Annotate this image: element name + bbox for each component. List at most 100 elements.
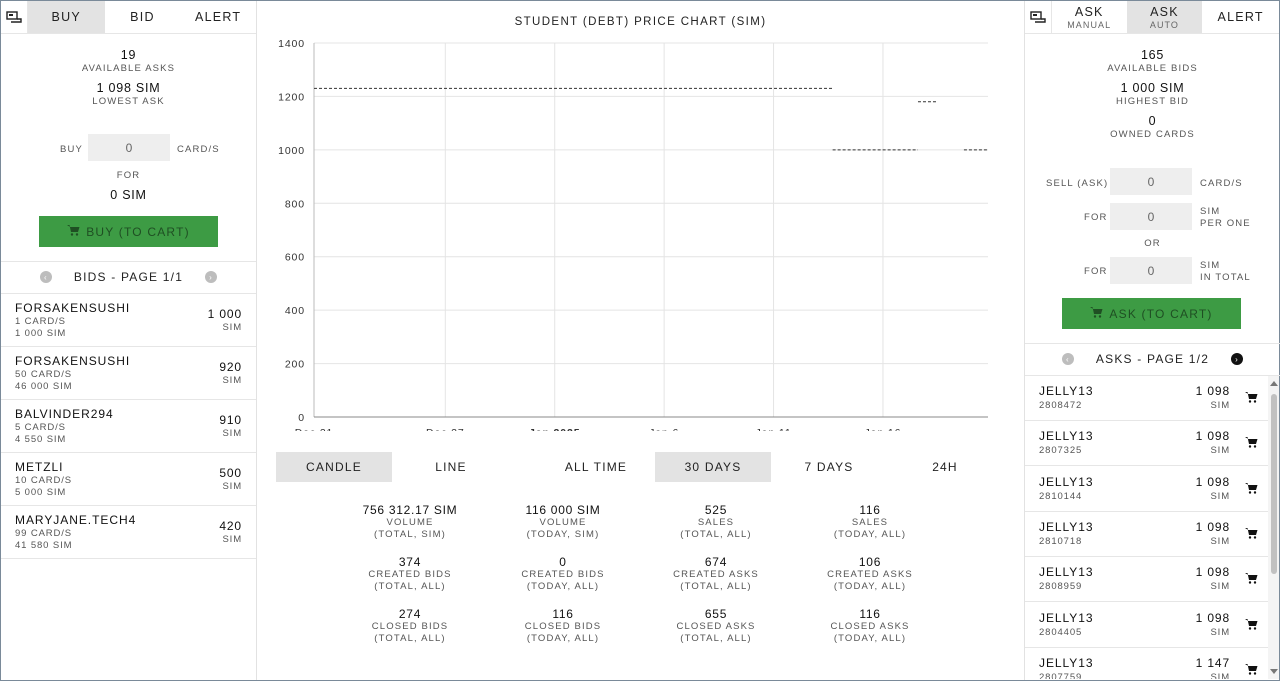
scroll-thumb[interactable] — [1271, 394, 1277, 574]
cart-icon[interactable] — [1245, 482, 1258, 497]
scroll-down-icon[interactable] — [1270, 669, 1278, 674]
lowest-ask: 1 098 SIM LOWEST ASK — [1, 81, 256, 107]
sell-quantity-input[interactable] — [1110, 168, 1192, 195]
y-tick-label: 1400 — [278, 38, 305, 50]
bid-row[interactable]: BALVINDER294 5 CARD/S 4 550 SIM 910 SIM — [1, 400, 256, 453]
bid-total: 46 000 SIM — [15, 381, 73, 392]
bid-cards: 1 CARD/S — [15, 316, 66, 327]
cart-icon[interactable] — [1245, 527, 1258, 542]
bid-cards: 50 CARD/S — [15, 369, 73, 380]
bid-row[interactable]: FORSAKENSUSHI 50 CARD/S 46 000 SIM 920 SIM — [1, 347, 256, 400]
owned-cards: 0 OWNED CARDS — [1025, 114, 1280, 140]
chevron-left-icon[interactable]: ‹ — [39, 271, 52, 283]
cart-icon[interactable] — [1245, 391, 1258, 406]
ask-to-cart-label: ASK (TO CART) — [1109, 306, 1213, 321]
buy-quantity-input[interactable] — [88, 134, 170, 161]
stat-label: CLOSED ASKS — [830, 621, 910, 632]
stat-item: 106 CREATED ASKS (TODAY, ALL) — [795, 555, 945, 593]
range-all-time[interactable]: ALL TIME — [564, 460, 628, 474]
tab-ask-manual[interactable]: ASK MANUAL — [1052, 1, 1127, 33]
ask-amount: 1 098 — [1195, 565, 1230, 580]
ask-currency: SIM — [1210, 445, 1230, 457]
chevron-right-icon[interactable]: › — [1231, 353, 1244, 365]
stat-value: 116 — [859, 503, 881, 517]
highest-bid: 1 000 SIM HIGHEST BID — [1025, 81, 1280, 107]
bid-total: 5 000 SIM — [15, 487, 67, 498]
ask-row[interactable]: JELLY13 2807325 1 098 SIM — [1025, 421, 1268, 467]
ask-card-id: 2804405 — [1039, 626, 1083, 638]
tab-ask-auto[interactable]: ASK AUTO — [1126, 1, 1203, 33]
ask-row[interactable]: JELLY13 2807759 1 147 SIM — [1025, 648, 1268, 679]
buy-to-cart-button[interactable]: BUY (TO CART) — [39, 216, 218, 247]
range-30-days[interactable]: 30 DAYS — [655, 452, 771, 482]
x-tick-label: Jan 2025 — [529, 427, 580, 431]
bid-cards: 10 CARD/S — [15, 475, 73, 486]
stat-scope: (TOTAL, ALL) — [680, 529, 752, 540]
ask-list-scrollbar[interactable] — [1268, 376, 1279, 679]
tab-alert[interactable]: ALERT — [194, 10, 242, 24]
stat-item: 116 CLOSED BIDS (TODAY, ALL) — [488, 607, 638, 645]
ask-row[interactable]: JELLY13 2810718 1 098 SIM — [1025, 512, 1268, 557]
ask-row[interactable]: JELLY13 2808959 1 098 SIM — [1025, 557, 1268, 603]
range-7-days[interactable]: 7 DAYS — [804, 460, 854, 474]
ask-amount: 1 098 — [1195, 429, 1230, 444]
bid-row[interactable]: METZLI 10 CARD/S 5 000 SIM 500 SIM — [1, 453, 256, 506]
candle-button[interactable]: CANDLE — [276, 452, 392, 482]
ask-row[interactable]: JELLY13 2810144 1 098 SIM — [1025, 467, 1268, 512]
tab-alert[interactable]: ALERT — [1217, 10, 1264, 24]
ask-user: JELLY13 — [1039, 429, 1094, 444]
cart-icon[interactable] — [1245, 572, 1258, 587]
price-per-one-input[interactable] — [1110, 203, 1192, 230]
bids-pager-label: BIDS - PAGE 1/1 — [73, 270, 184, 284]
chevron-right-icon[interactable]: › — [205, 271, 218, 283]
ask-row[interactable]: JELLY13 2808472 1 098 SIM — [1025, 376, 1268, 421]
stat-label: CREATED ASKS — [673, 569, 759, 580]
owned-cards-label: OWNED CARDS — [1110, 129, 1195, 140]
ask-card-id: 2807325 — [1039, 445, 1083, 457]
tab-ask-manual-sub: MANUAL — [1067, 19, 1112, 30]
price-total-input[interactable] — [1110, 257, 1192, 284]
bid-row[interactable]: FORSAKENSUSHI 1 CARD/S 1 000 SIM 1 000 SIM — [1, 294, 256, 347]
bid-row[interactable]: MARYJANE.TECH4 99 CARD/S 41 580 SIM 420 SIM — [1, 506, 256, 559]
cards-label: CARD/S — [1200, 178, 1243, 189]
bid-cards: 99 CARD/S — [15, 528, 73, 539]
stat-scope: (TODAY, ALL) — [833, 633, 907, 644]
cart-icon[interactable] — [1245, 436, 1258, 451]
stat-label: CLOSED BIDS — [371, 621, 449, 632]
scroll-up-icon[interactable] — [1270, 381, 1278, 386]
asks-pager-label: ASKS - PAGE 1/2 — [1095, 352, 1210, 366]
bid-amount: 1 000 — [207, 307, 242, 321]
card-reader-icon[interactable] — [1025, 1, 1052, 33]
ask-amount: 1 098 — [1195, 610, 1230, 625]
chevron-left-icon[interactable]: ‹ — [1061, 353, 1074, 365]
available-bids-label: AVAILABLE BIDS — [1107, 63, 1198, 74]
bids-pager: ‹ BIDS - PAGE 1/1 › — [1, 269, 256, 285]
in-total-text: IN TOTAL — [1200, 272, 1251, 283]
ask-currency: SIM — [1210, 535, 1230, 547]
tab-buy[interactable]: BUY — [27, 1, 105, 33]
ask-user: JELLY13 — [1039, 474, 1094, 489]
line-button[interactable]: LINE — [435, 460, 467, 474]
stat-scope: (TOTAL, ALL) — [680, 581, 752, 592]
buy-tabs: BUY BID ALERT — [1, 1, 256, 34]
y-tick-label: 200 — [285, 359, 305, 371]
tab-ask-manual-label: ASK — [1074, 4, 1104, 19]
ask-card-id: 2808959 — [1039, 581, 1083, 593]
x-tick-label: Jan 6 — [649, 427, 679, 431]
ask-row[interactable]: JELLY13 2804405 1 098 SIM — [1025, 603, 1268, 648]
range-24h[interactable]: 24H — [932, 460, 958, 474]
y-tick-label: 400 — [285, 305, 305, 317]
cart-icon[interactable] — [1245, 618, 1258, 633]
ask-to-cart-button[interactable]: ASK (TO CART) — [1062, 298, 1241, 329]
bid-amount: 910 — [219, 413, 242, 427]
y-tick-label: 800 — [285, 198, 305, 210]
cart-icon[interactable] — [1245, 663, 1258, 678]
for-label: FOR — [1084, 212, 1108, 223]
ask-card-id: 2807759 — [1039, 671, 1083, 679]
per-one-unit: SIM — [1200, 206, 1221, 217]
lowest-ask-label: LOWEST ASK — [92, 96, 165, 107]
buy-label: BUY — [60, 144, 83, 155]
card-reader-icon[interactable] — [1, 1, 28, 33]
stat-value: 116 — [859, 607, 881, 621]
tab-bid[interactable]: BID — [130, 10, 155, 24]
